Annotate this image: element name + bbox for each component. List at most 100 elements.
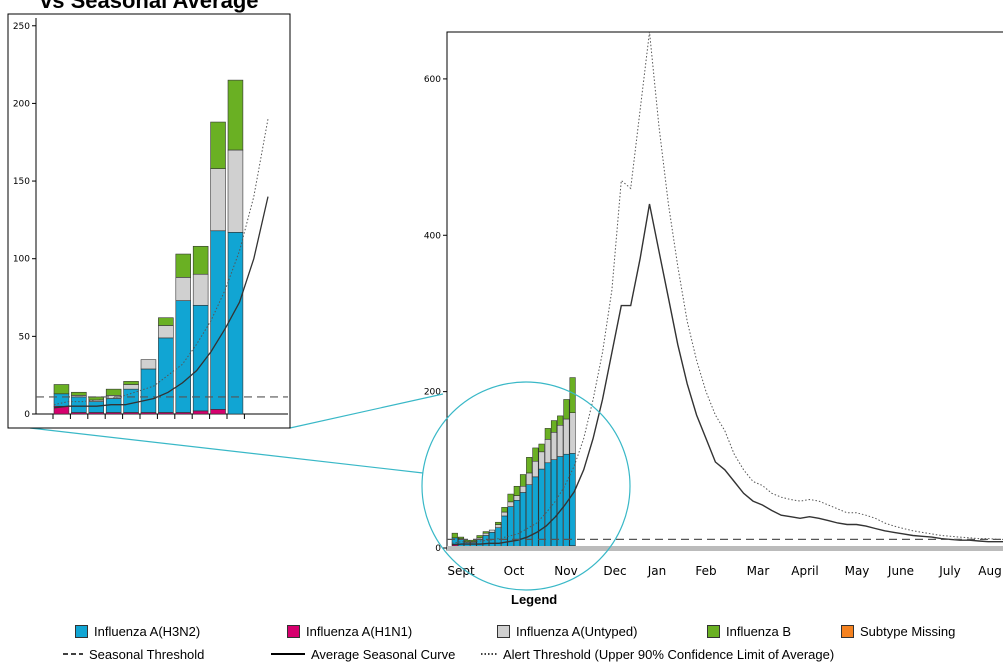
main-bar-segment — [544, 439, 551, 464]
main-bar-segment — [550, 459, 558, 548]
inset-bar-segment — [210, 230, 226, 410]
inset-bar-segment — [192, 245, 209, 275]
inset-bar-segment — [105, 388, 122, 396]
inset-y-tick-label: 250 — [13, 22, 30, 32]
inset-bar-segment — [71, 391, 87, 396]
main-bar-segment — [569, 377, 576, 413]
main-bars — [451, 377, 576, 549]
zoom-connector-bottom — [29, 427, 424, 474]
inset-bar-segment — [158, 337, 174, 413]
main-bar-segment — [569, 412, 576, 454]
legend-label: Alert Threshold (Upper 90% Confidence Li… — [503, 646, 835, 662]
legend-label: Subtype Missing — [860, 623, 956, 639]
main-bar-segment — [482, 532, 489, 536]
main-bar-segment — [513, 495, 520, 501]
chart-title: vs Seasonal Average — [40, 0, 259, 13]
main-bar-segment — [482, 535, 489, 548]
main-bar-segment — [482, 531, 489, 534]
inset-average-curve — [53, 196, 269, 409]
legend-label: Influenza A(H3N2) — [94, 623, 201, 639]
main-bar-segment — [501, 507, 508, 513]
legend-label: Influenza A(H1N1) — [306, 623, 413, 639]
inset-bar-segment — [175, 253, 192, 278]
inset-y-tick-label: 150 — [13, 177, 30, 187]
month-label: Feb — [695, 564, 716, 578]
month-label: Mar — [747, 564, 770, 578]
main-bar-segment — [557, 425, 564, 457]
main-bar-segment — [557, 415, 564, 426]
legend-label: Seasonal Threshold — [89, 646, 205, 662]
main-bar-segment — [538, 451, 545, 470]
inset-bar-segment — [158, 325, 174, 339]
main-bar-segment — [557, 456, 564, 548]
main-bar-segment — [507, 493, 514, 503]
month-label: May — [845, 564, 870, 578]
swatch-untyped — [497, 624, 510, 638]
swatch-b — [707, 624, 720, 638]
month-label: Jan — [647, 564, 667, 578]
main-bar-segment — [544, 428, 551, 440]
month-label: Sept — [447, 564, 475, 578]
legend-item-untyped: Influenza A(Untyped) — [497, 623, 637, 639]
main-bar-segment — [495, 527, 502, 548]
inset-y-tick-label: 100 — [13, 255, 30, 265]
inset-bar-segment — [140, 359, 157, 370]
zoom-connector-top — [289, 393, 444, 429]
main-bar-segment — [550, 420, 558, 433]
inset-y-tick-label: 200 — [13, 99, 30, 109]
solid-line-sample — [271, 653, 305, 655]
inset-bar-segment — [227, 149, 244, 233]
main-bar-segment — [544, 462, 551, 548]
main-bar-segment — [519, 485, 527, 493]
month-label: Dec — [603, 564, 626, 578]
main-bar-segment — [563, 418, 570, 455]
main-bar-segment — [532, 447, 539, 462]
main-bar-segment — [501, 511, 508, 517]
main-bar-segment — [476, 535, 483, 539]
main-bar-segment — [538, 443, 545, 453]
main-bar-segment — [550, 432, 558, 460]
dotted-line-sample — [481, 653, 497, 655]
legend-item-missing: Subtype Missing — [841, 623, 955, 639]
inset-bar-segment — [227, 79, 244, 151]
legend-item-alert-threshold: Alert Threshold (Upper 90% Confidence Li… — [481, 646, 834, 662]
inset-y-tick-label: 50 — [19, 332, 31, 342]
legend-item-h1n1: Influenza A(H1N1) — [287, 623, 412, 639]
main-bar-segment — [532, 476, 539, 548]
main-bar-segment — [569, 453, 576, 546]
main-y-tick-label: 200 — [424, 388, 441, 398]
main-bar-segment — [532, 460, 539, 478]
main-y-tick-label: 600 — [424, 75, 441, 85]
legend-item-b: Influenza B — [707, 623, 791, 639]
month-label: July — [938, 564, 961, 578]
inset-bar-segment — [71, 396, 87, 413]
inset-bar-segment — [123, 381, 139, 385]
main-bar-segment — [495, 524, 502, 528]
main-bar-segment — [451, 532, 458, 539]
main-bar-segment — [526, 472, 533, 485]
legend-title: Legend — [511, 592, 558, 607]
dashed-line-sample — [63, 653, 83, 655]
inset-bar-segment — [123, 388, 139, 413]
month-label: Nov — [554, 564, 577, 578]
average-seasonal-curve — [451, 203, 1003, 546]
main-bar-segment — [526, 457, 533, 474]
main-bar-segment — [513, 485, 520, 496]
swatch-h1n1 — [287, 624, 300, 638]
main-bar-segment — [488, 529, 496, 533]
legend-label: Influenza B — [726, 623, 792, 639]
inset-bar-segment — [158, 317, 174, 326]
inset-bar-segment — [192, 410, 209, 415]
month-label: Oct — [504, 564, 525, 578]
inset-bar-segment — [210, 121, 226, 169]
inset-y-tick-label: 0 — [24, 410, 30, 420]
inset-bar-segment — [88, 401, 105, 413]
main-bar-segment — [457, 536, 465, 539]
main-bar-segment — [538, 468, 545, 548]
main-x-axis: Sept Oct Nov Dec Jan Feb Mar April May June July Au… — [447, 564, 1001, 578]
main-bar-segment — [519, 474, 527, 487]
inset-bar-segment — [53, 393, 70, 407]
main-y-tick-label: 0 — [435, 544, 441, 554]
main-chart: 0 200 400 600 Sept Oct Nov Dec Jan Feb Mar April Ma… — [424, 31, 1003, 578]
inset-bar-segment — [210, 168, 226, 232]
